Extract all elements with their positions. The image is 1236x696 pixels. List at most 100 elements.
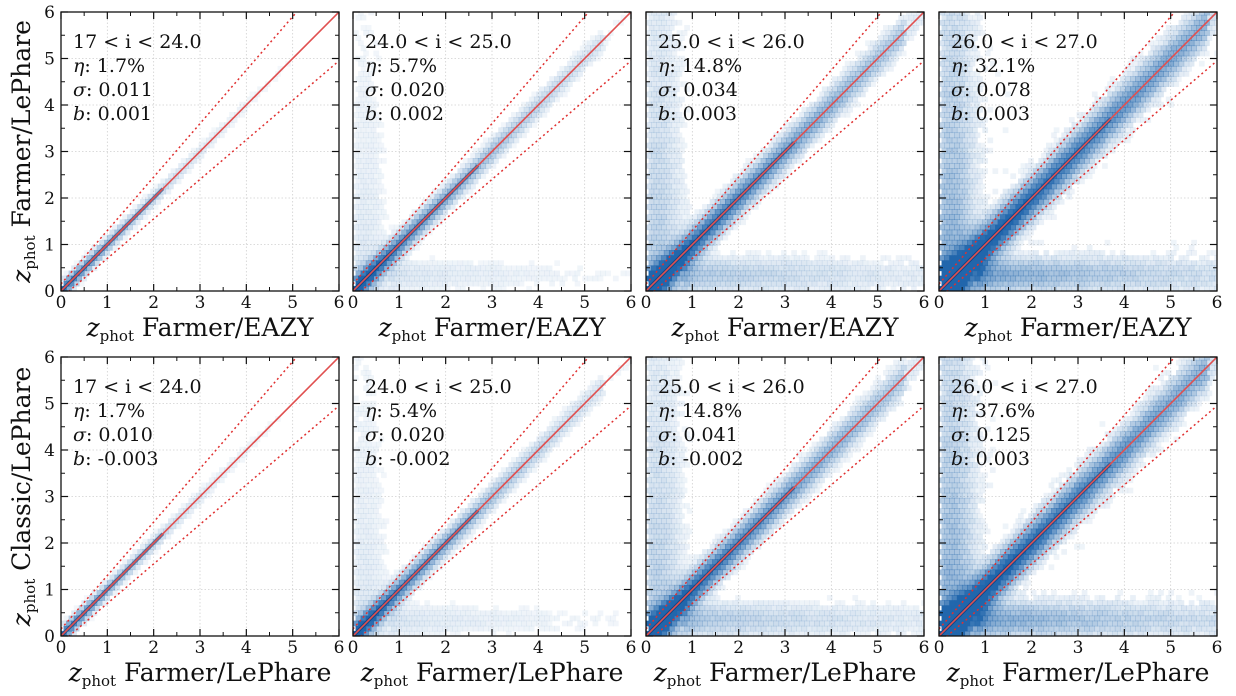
density-cell xyxy=(653,86,660,93)
density-cell xyxy=(1074,280,1080,287)
density-cell xyxy=(355,137,362,144)
density-cell xyxy=(1040,255,1047,261)
density-cell xyxy=(1074,260,1080,267)
density-cell xyxy=(735,280,741,287)
density-cell xyxy=(368,477,374,484)
density-cell xyxy=(1112,101,1118,108)
density-cell xyxy=(1091,142,1098,149)
density-cell xyxy=(503,147,510,154)
density-cell xyxy=(378,569,385,576)
density-cell xyxy=(355,14,362,21)
density-cell xyxy=(951,198,958,205)
density-cell xyxy=(717,204,724,210)
density-cell xyxy=(786,127,792,134)
density-cell xyxy=(982,147,989,154)
x-tick-label: 6 xyxy=(334,638,345,658)
density-cell xyxy=(803,111,810,118)
density-cell xyxy=(1175,25,1182,31)
density-cell xyxy=(544,270,550,277)
density-cell xyxy=(462,280,469,287)
density-cell xyxy=(365,76,372,82)
density-cell xyxy=(383,579,390,586)
density-cell xyxy=(681,275,688,282)
density-cell xyxy=(470,275,476,282)
density-cell xyxy=(656,630,662,636)
density-cell xyxy=(411,239,418,246)
density-cell xyxy=(61,275,67,282)
density-cell xyxy=(1017,260,1024,267)
density-cell xyxy=(1033,178,1039,185)
density-cell xyxy=(370,574,377,581)
density-cell xyxy=(406,615,413,622)
density-cell xyxy=(1099,280,1106,287)
density-cell xyxy=(437,625,443,632)
density-cell xyxy=(737,265,744,272)
density-cell xyxy=(1002,127,1009,134)
density-cell xyxy=(353,508,359,514)
density-cell xyxy=(378,518,385,525)
density-cell xyxy=(888,280,894,287)
density-cell xyxy=(653,472,660,479)
density-cell xyxy=(388,234,395,241)
density-cell xyxy=(1102,111,1108,118)
density-cell xyxy=(900,40,907,47)
density-cell xyxy=(809,132,815,139)
density-cell xyxy=(416,229,423,236)
density-cell xyxy=(1028,239,1034,246)
density-cell xyxy=(740,209,746,215)
density-cell xyxy=(941,178,948,185)
density-cell xyxy=(1002,209,1009,215)
density-cell xyxy=(732,214,739,220)
density-cell xyxy=(668,117,675,123)
density-cell xyxy=(832,280,838,287)
density-cell xyxy=(651,579,657,586)
density-cell xyxy=(814,101,820,108)
density-cell xyxy=(839,285,846,291)
density-cell xyxy=(944,163,950,169)
outlier-upper-line xyxy=(61,12,298,285)
density-cell xyxy=(363,487,369,494)
density-cell xyxy=(1155,76,1162,82)
density-cell xyxy=(1061,132,1068,139)
density-cell xyxy=(1130,96,1136,103)
density-cell xyxy=(493,625,499,632)
density-cell xyxy=(819,275,825,282)
density-cell xyxy=(1153,255,1159,261)
density-cell xyxy=(106,234,113,241)
density-cell xyxy=(1068,178,1075,185)
density-cell xyxy=(508,117,515,123)
density-cell xyxy=(375,492,382,499)
density-cell xyxy=(381,250,387,256)
density-cell xyxy=(735,260,741,267)
density-cell xyxy=(1165,25,1172,31)
density-cell xyxy=(1010,204,1017,210)
density-cell xyxy=(589,400,596,407)
annotation-outlier-fraction: η: 5.4% xyxy=(365,400,437,422)
density-cell xyxy=(944,152,950,159)
density-cell xyxy=(671,101,678,108)
density-cell xyxy=(355,178,362,185)
density-cell xyxy=(951,239,958,246)
density-cell xyxy=(755,178,762,185)
density-cell xyxy=(523,605,530,612)
density-cell xyxy=(381,605,387,612)
density-cell xyxy=(1017,229,1024,236)
density-cell xyxy=(554,86,561,93)
density-cell xyxy=(666,214,673,220)
density-cell xyxy=(961,127,968,134)
density-cell xyxy=(865,50,871,57)
density-cell xyxy=(68,615,75,622)
density-cell xyxy=(1193,19,1200,26)
density-cell xyxy=(368,569,374,576)
density-cell xyxy=(959,50,966,57)
density-cell xyxy=(1081,132,1088,139)
density-cell xyxy=(472,280,479,287)
density-cell xyxy=(401,280,408,287)
density-cell xyxy=(1012,260,1019,267)
density-cell xyxy=(656,101,662,108)
density-cell xyxy=(911,30,917,36)
density-cell xyxy=(849,91,856,98)
density-cell xyxy=(674,168,680,174)
density-cell xyxy=(658,229,665,236)
